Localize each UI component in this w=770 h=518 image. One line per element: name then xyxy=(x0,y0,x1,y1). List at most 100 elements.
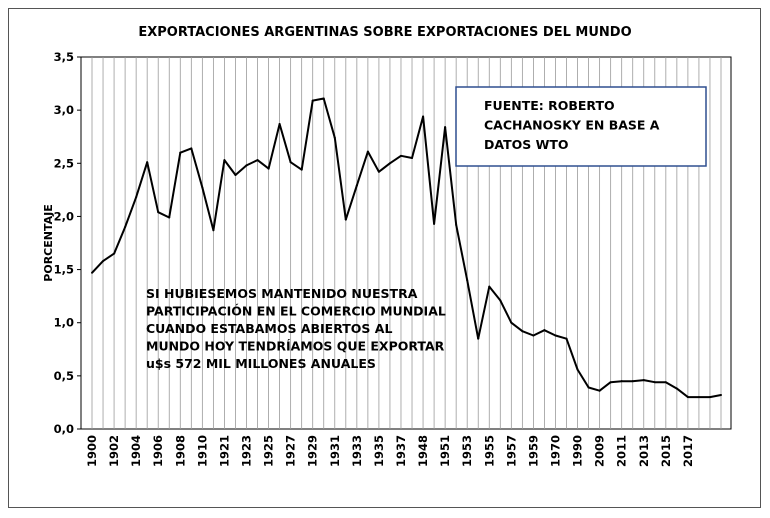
x-tick-label: 1900 xyxy=(85,435,99,467)
data-point xyxy=(256,159,259,162)
data-point xyxy=(344,218,347,221)
data-point xyxy=(124,226,127,229)
plot-area-border xyxy=(80,56,732,430)
data-point xyxy=(190,147,193,150)
series-line xyxy=(91,97,722,399)
x-tick-label: 2009 xyxy=(593,435,607,467)
data-point xyxy=(201,186,204,189)
data-point xyxy=(620,380,623,383)
data-point xyxy=(697,396,700,399)
data-point xyxy=(146,161,149,164)
x-tick-label: 1923 xyxy=(239,435,253,467)
x-tick-label: 1970 xyxy=(548,435,562,467)
data-point xyxy=(411,156,414,159)
data-point xyxy=(521,330,524,333)
x-tick-label: 1908 xyxy=(173,435,187,467)
data-point xyxy=(433,222,436,225)
data-point xyxy=(234,173,237,176)
data-point xyxy=(168,216,171,219)
x-tick-label: 1929 xyxy=(306,435,320,467)
data-point xyxy=(212,229,215,232)
x-tick-label: 1931 xyxy=(328,435,342,467)
data-point xyxy=(289,161,292,164)
data-point xyxy=(576,368,579,371)
data-point xyxy=(388,162,391,165)
annotation-line: PARTICIPACIÓN EN EL COMERCIO MUNDIAL xyxy=(146,304,446,319)
data-point xyxy=(179,151,182,154)
data-point xyxy=(565,337,568,340)
series-group xyxy=(91,97,722,399)
data-point xyxy=(675,387,678,390)
source-box-border xyxy=(455,86,707,167)
data-point xyxy=(333,136,336,139)
data-point xyxy=(477,337,480,340)
data-point xyxy=(609,381,612,384)
x-tick-label: 1948 xyxy=(416,435,430,467)
y-tick-label: 1,5 xyxy=(54,263,74,277)
x-tick-label: 1990 xyxy=(571,435,585,467)
data-point xyxy=(355,184,358,187)
data-point xyxy=(466,279,469,282)
y-tick-label: 3,0 xyxy=(54,103,74,117)
data-point xyxy=(499,299,502,302)
x-tick-label: 2011 xyxy=(615,435,629,467)
data-point xyxy=(102,260,105,263)
x-tick-label: 1935 xyxy=(372,435,386,467)
annotation-line: SI HUBIESEMOS MANTENIDO NUESTRA xyxy=(146,286,418,301)
data-point xyxy=(653,381,656,384)
data-point xyxy=(488,285,491,288)
x-tick-label: 1933 xyxy=(350,435,364,467)
data-point xyxy=(422,115,425,118)
source-box-line: FUENTE: ROBERTO xyxy=(484,98,615,113)
x-tick-label: 2017 xyxy=(681,435,695,467)
data-point xyxy=(113,252,116,255)
data-point xyxy=(278,122,281,125)
data-point xyxy=(686,396,689,399)
x-tick-label: 1921 xyxy=(217,435,231,467)
data-point xyxy=(245,164,248,167)
source-box-line: CACHANOSKY EN BASE A xyxy=(484,118,660,133)
x-tick-label: 1925 xyxy=(262,435,276,467)
data-point xyxy=(311,99,314,102)
data-point xyxy=(720,393,722,396)
chart-title: EXPORTACIONES ARGENTINAS SOBRE EXPORTACI… xyxy=(138,25,631,40)
y-tick-label: 0,5 xyxy=(54,369,74,383)
data-point xyxy=(267,167,270,170)
data-point xyxy=(135,196,138,199)
source-box-line: DATOS WTO xyxy=(484,137,569,152)
x-tick-label: 1959 xyxy=(526,435,540,467)
data-point xyxy=(223,159,226,162)
data-point xyxy=(664,381,667,384)
data-point xyxy=(554,334,557,337)
x-tick-label: 1953 xyxy=(460,435,474,467)
data-point xyxy=(399,154,402,157)
y-axis-label: PORCENTAJE xyxy=(42,204,55,281)
y-tick-label: 3,5 xyxy=(54,50,74,64)
data-point xyxy=(543,329,546,332)
x-tick-label: 1957 xyxy=(504,435,518,467)
x-tick-label: 1927 xyxy=(284,435,298,467)
x-tick-label: 1904 xyxy=(129,435,143,467)
data-point xyxy=(322,97,325,100)
data-point xyxy=(300,168,303,171)
data-point xyxy=(598,389,601,392)
x-axis-ticks: 1900 1902 1904 1906 1908 1910 1921 1923 1925 1927… xyxy=(85,435,695,467)
data-point xyxy=(532,334,535,337)
data-point xyxy=(91,271,93,274)
source-box: FUENTE: ROBERTO CACHANOSKY EN BASE A DATOS… xyxy=(455,86,707,167)
x-tick-label: 1937 xyxy=(394,435,408,467)
x-tick-label: 1910 xyxy=(195,435,209,467)
annotation-line: CUANDO ESTABAMOS ABIERTOS AL xyxy=(146,321,392,336)
y-axis-ticks: 0,0 0,5 1,0 1,5 2,0 2,5 3,0 3,5 xyxy=(54,50,81,436)
x-tick-label: 2015 xyxy=(659,435,673,467)
data-point xyxy=(455,223,458,226)
x-tick-label: 1955 xyxy=(482,435,496,467)
y-tick-label: 2,5 xyxy=(54,156,74,170)
data-point xyxy=(708,396,711,399)
x-tick-label: 1902 xyxy=(107,435,121,467)
data-point xyxy=(444,126,447,129)
data-point xyxy=(157,211,160,214)
data-point xyxy=(377,170,380,173)
y-tick-label: 2,0 xyxy=(54,209,74,223)
data-point xyxy=(366,150,369,153)
